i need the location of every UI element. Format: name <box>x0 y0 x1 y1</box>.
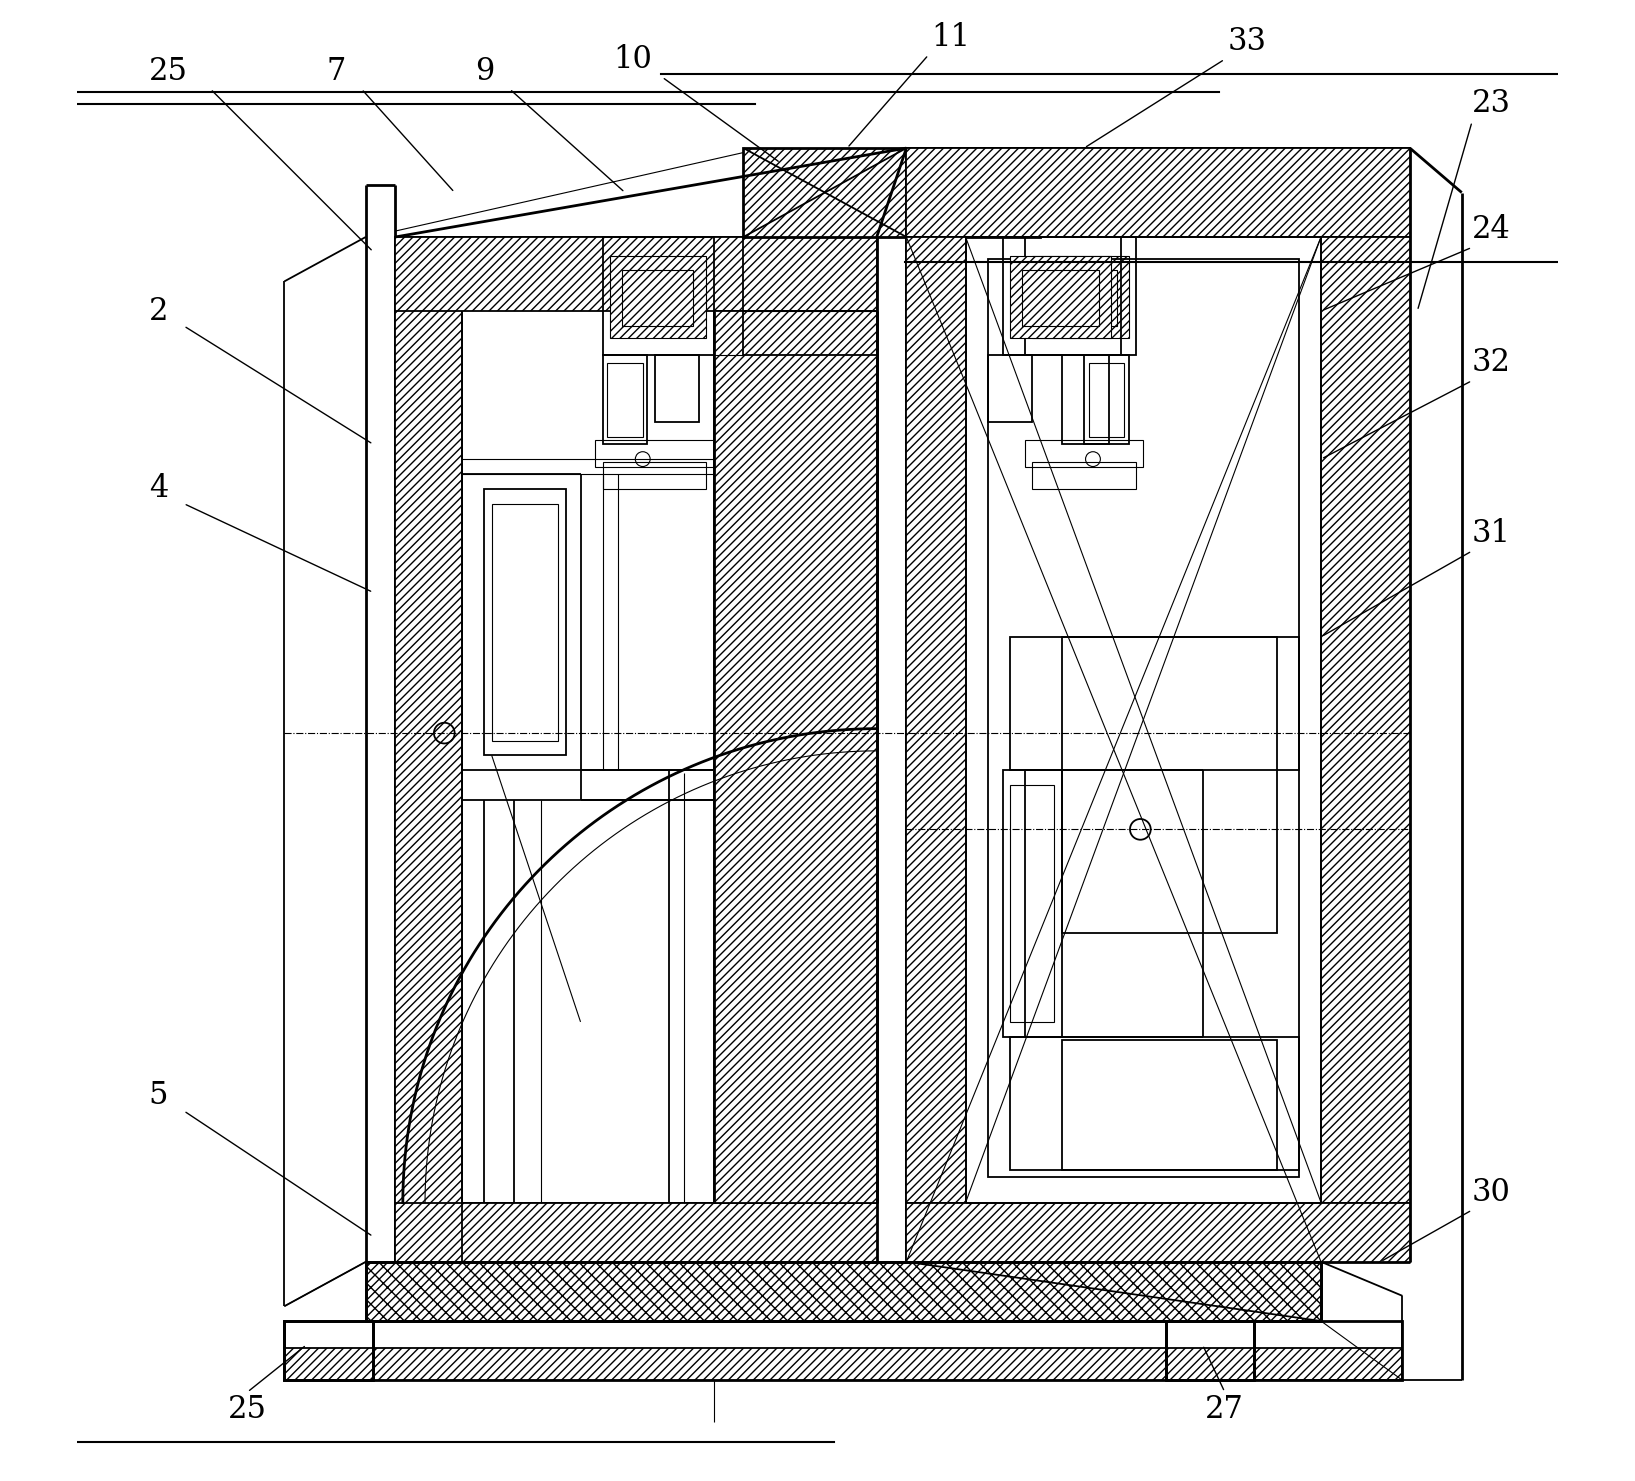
Bar <box>595 440 714 467</box>
Bar <box>492 504 558 740</box>
Bar <box>714 311 876 1203</box>
Bar <box>1002 237 1122 355</box>
Bar <box>396 237 463 1262</box>
Text: 5: 5 <box>149 1081 168 1111</box>
Bar <box>396 1203 876 1262</box>
Bar <box>744 148 1040 237</box>
Bar <box>284 1348 1403 1380</box>
Bar <box>1166 1321 1254 1380</box>
Bar <box>1045 270 1117 326</box>
Bar <box>988 355 1032 422</box>
Bar <box>1025 237 1136 355</box>
Bar <box>1032 462 1136 489</box>
Text: 33: 33 <box>1228 27 1267 56</box>
Bar <box>366 1262 1321 1321</box>
Bar <box>1061 637 1277 933</box>
Text: 24: 24 <box>1472 215 1511 244</box>
Bar <box>906 237 966 1203</box>
Text: 25: 25 <box>227 1395 267 1425</box>
Text: 11: 11 <box>932 22 970 52</box>
Bar <box>603 355 647 444</box>
Bar <box>988 259 1298 1177</box>
Text: 9: 9 <box>474 56 494 86</box>
Text: 30: 30 <box>1472 1177 1511 1207</box>
Bar <box>1025 440 1143 467</box>
Bar <box>1022 270 1099 326</box>
Bar <box>1089 363 1125 437</box>
Bar <box>1010 1037 1298 1170</box>
Text: 4: 4 <box>149 474 168 504</box>
Text: 25: 25 <box>149 56 188 86</box>
Text: 2: 2 <box>149 296 168 326</box>
Bar <box>906 1203 1409 1262</box>
Text: 10: 10 <box>613 44 652 74</box>
Bar <box>1010 637 1298 770</box>
Bar <box>484 489 566 755</box>
Bar <box>1084 355 1128 444</box>
Text: 32: 32 <box>1472 348 1511 378</box>
Bar <box>603 237 714 355</box>
Bar <box>654 355 700 422</box>
Text: 31: 31 <box>1472 518 1511 548</box>
Bar <box>1321 237 1409 1203</box>
Text: 27: 27 <box>1205 1395 1244 1425</box>
Bar <box>1010 256 1110 338</box>
Bar <box>610 256 706 338</box>
Bar <box>284 1321 373 1380</box>
Bar <box>396 237 876 311</box>
Bar <box>1061 355 1109 444</box>
Bar <box>607 363 643 437</box>
Bar <box>621 270 693 326</box>
Bar <box>1061 1040 1277 1170</box>
Bar <box>1010 785 1055 1022</box>
Bar <box>906 148 1409 237</box>
Bar <box>463 1203 876 1262</box>
Text: 23: 23 <box>1472 89 1511 118</box>
Text: 7: 7 <box>327 56 347 86</box>
Bar <box>603 462 706 489</box>
Bar <box>1032 256 1128 338</box>
Bar <box>284 1321 1403 1380</box>
Bar <box>1002 770 1061 1037</box>
